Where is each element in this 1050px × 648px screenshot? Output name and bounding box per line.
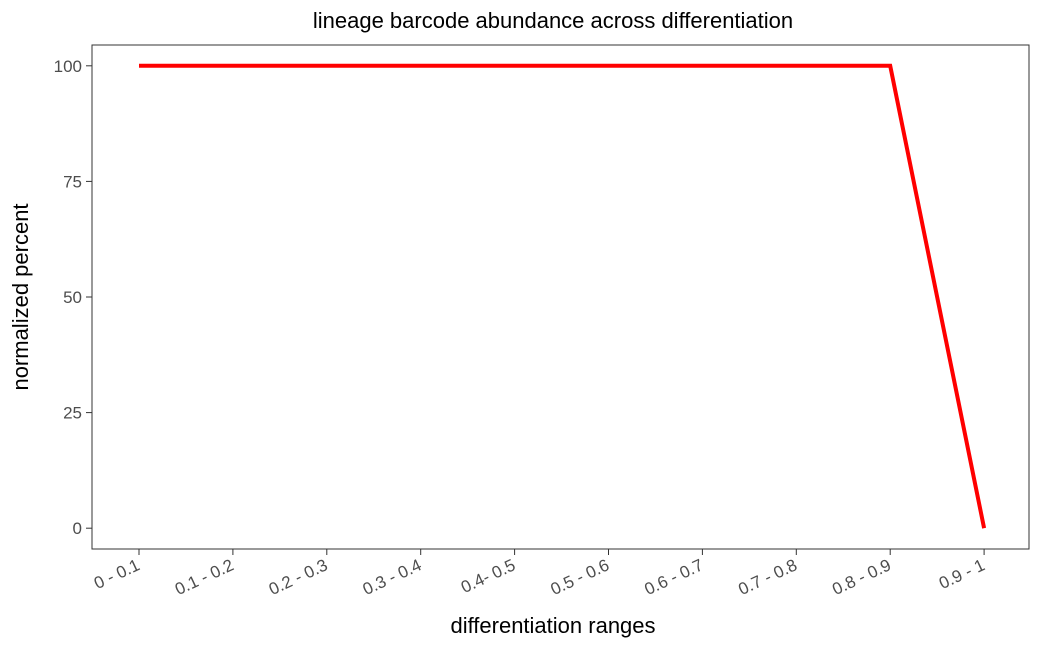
x-tick-label: 0.8 - 0.9 [829, 555, 894, 599]
y-axis: 0 25 50 75 100 [54, 57, 92, 538]
x-tick-label: 0.2 - 0.3 [266, 555, 331, 599]
chart-title: lineage barcode abundance across differe… [313, 8, 793, 33]
y-tick-label: 25 [63, 404, 82, 423]
y-axis-title: normalized percent [8, 203, 33, 390]
y-tick-label: 50 [63, 288, 82, 307]
x-tick-label: 0.7 - 0.8 [735, 555, 800, 599]
x-tick-label: 0.1 - 0.2 [172, 555, 237, 599]
y-tick-label: 0 [73, 519, 82, 538]
y-tick-label: 75 [63, 172, 82, 191]
x-tick-label: 0.3 - 0.4 [360, 555, 425, 599]
x-tick-label: 0.4- 0.5 [458, 555, 518, 597]
x-tick-label: 0.5 - 0.6 [548, 555, 613, 599]
plot-panel-border [91, 44, 1030, 550]
y-tick-label: 100 [54, 57, 82, 76]
x-tick-label: 0.6 - 0.7 [642, 555, 707, 599]
x-axis: 0 - 0.1 0.1 - 0.2 0.2 - 0.3 0.3 - 0.4 0.4- 0… [91, 549, 988, 599]
x-tick-label: 0.9 - 1 [936, 555, 988, 593]
x-tick-label: 0 - 0.1 [91, 555, 143, 593]
series-line [139, 63, 987, 529]
series-layer [139, 63, 987, 529]
x-axis-title: differentiation ranges [450, 613, 655, 638]
